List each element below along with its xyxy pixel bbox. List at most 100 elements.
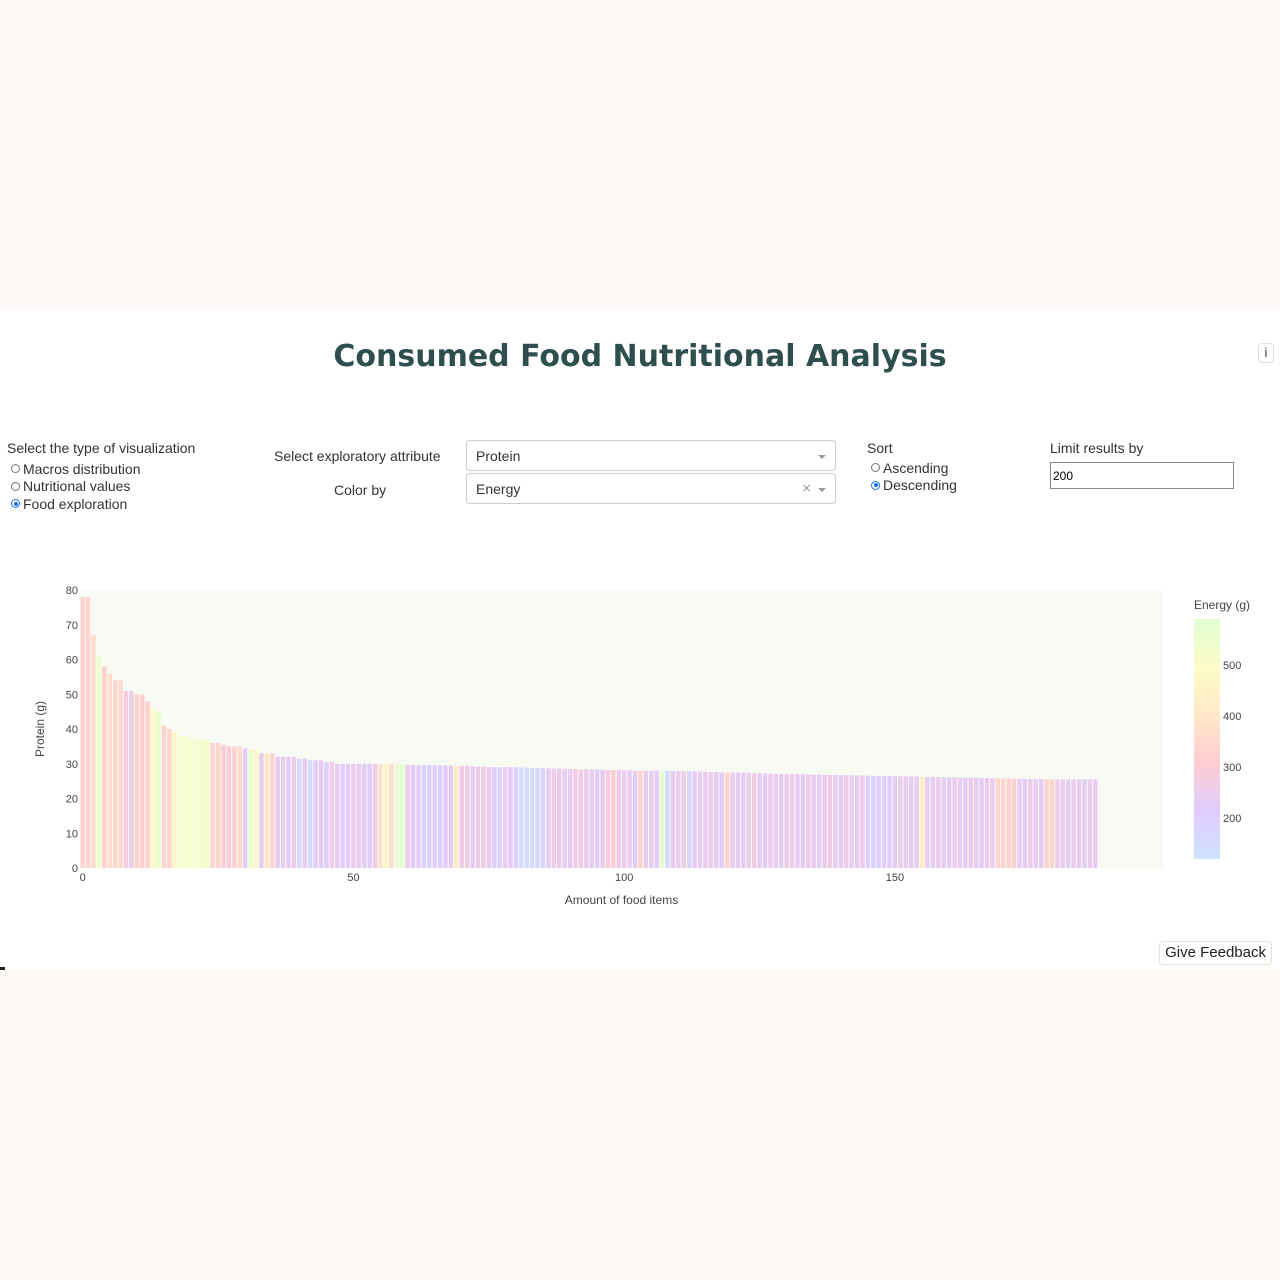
bar — [567, 768, 573, 868]
bar — [1049, 779, 1055, 868]
bar — [941, 777, 946, 868]
attribute-label: Select exploratory attribute — [274, 448, 441, 464]
bar — [286, 756, 291, 868]
bar — [714, 772, 719, 868]
y-tick-label: 0 — [72, 863, 78, 875]
radio-nutritional-values[interactable]: Nutritional values — [11, 478, 195, 496]
bar — [1028, 779, 1033, 868]
radio-descending[interactable]: Descending — [871, 477, 957, 495]
x-tick-label: 0 — [80, 872, 86, 884]
bar — [622, 770, 627, 868]
bar — [421, 765, 427, 868]
sort-group: Sort Ascending Descending — [867, 440, 957, 494]
bar — [654, 770, 659, 868]
bar — [638, 770, 643, 868]
bar — [735, 772, 741, 868]
y-tick-label: 40 — [66, 724, 78, 736]
bar — [871, 775, 876, 868]
bar — [1071, 779, 1076, 868]
colorbar-tick-label: 300 — [1223, 762, 1241, 774]
clear-icon[interactable]: × — [802, 480, 811, 497]
bar — [107, 673, 112, 868]
limit-label: Limit results by — [1050, 440, 1144, 456]
bar — [616, 770, 622, 868]
limit-input[interactable] — [1050, 462, 1234, 489]
bar — [140, 694, 145, 868]
give-feedback-button[interactable]: Give Feedback — [1159, 941, 1272, 965]
bar — [497, 767, 502, 868]
bar — [437, 765, 443, 868]
bar — [919, 776, 925, 868]
bar — [887, 775, 892, 868]
y-tick-label: 70 — [66, 620, 78, 632]
bar — [307, 760, 313, 868]
radio-button[interactable] — [11, 464, 20, 474]
bar — [524, 767, 529, 868]
info-button[interactable]: i — [1258, 343, 1274, 363]
bar — [210, 742, 215, 868]
bar — [416, 765, 421, 868]
bar — [519, 767, 524, 868]
y-axis-label: Protein (g) — [33, 701, 47, 757]
radio-button-selected[interactable] — [871, 480, 880, 490]
bar — [557, 768, 562, 868]
bar — [1082, 779, 1087, 868]
color-by-select[interactable]: Energy × — [466, 473, 836, 504]
bar — [963, 777, 968, 868]
bar — [865, 775, 871, 868]
chevron-down-icon[interactable] — [818, 455, 826, 459]
bar — [979, 778, 984, 868]
bar — [513, 767, 519, 868]
bar — [1055, 779, 1060, 868]
bar — [990, 778, 995, 868]
bar — [394, 764, 399, 868]
bar — [768, 773, 773, 868]
bar — [459, 765, 464, 868]
bar — [860, 775, 865, 868]
y-tick-label: 10 — [66, 828, 78, 840]
attribute-select[interactable]: Protein — [466, 440, 836, 471]
bar — [968, 777, 973, 868]
chevron-down-icon[interactable] — [818, 488, 826, 492]
y-tick-label: 30 — [66, 759, 78, 771]
bar — [1017, 778, 1022, 868]
bar — [475, 766, 481, 868]
bar — [1060, 779, 1066, 868]
bar — [80, 596, 85, 868]
bar — [112, 680, 118, 868]
bar — [1006, 778, 1011, 868]
bar — [448, 765, 454, 868]
bar — [741, 772, 746, 868]
bar — [340, 763, 345, 868]
bar — [492, 767, 497, 868]
plot-area — [80, 590, 1163, 868]
radio-button-selected[interactable] — [11, 499, 20, 509]
bar — [773, 773, 779, 868]
bar — [378, 763, 383, 868]
bar — [827, 774, 833, 868]
sort-label: Sort — [867, 440, 893, 456]
x-tick-label: 50 — [347, 872, 359, 884]
colorbar-title: Energy (g) — [1194, 598, 1250, 612]
bar — [600, 769, 605, 868]
radio-ascending[interactable]: Ascending — [871, 459, 957, 477]
radio-macros-distribution[interactable]: Macros distribution — [11, 460, 195, 478]
bar — [909, 776, 914, 868]
bar — [324, 762, 329, 868]
radio-label: Food exploration — [23, 495, 128, 512]
bar — [1011, 778, 1017, 868]
bar — [930, 776, 936, 868]
bar — [410, 764, 416, 868]
bar — [984, 778, 990, 868]
main-panel: Consumed Food Nutritional Analysis i Sel… — [0, 309, 1280, 970]
bar — [795, 774, 800, 868]
radio-button[interactable] — [11, 481, 20, 491]
bar — [800, 774, 806, 868]
radio-food-exploration[interactable]: Food exploration — [11, 495, 195, 513]
bar — [194, 739, 199, 868]
bar — [751, 773, 757, 868]
bar — [367, 763, 372, 868]
radio-button[interactable] — [871, 463, 880, 473]
bar — [188, 739, 194, 868]
bar — [1044, 779, 1049, 868]
